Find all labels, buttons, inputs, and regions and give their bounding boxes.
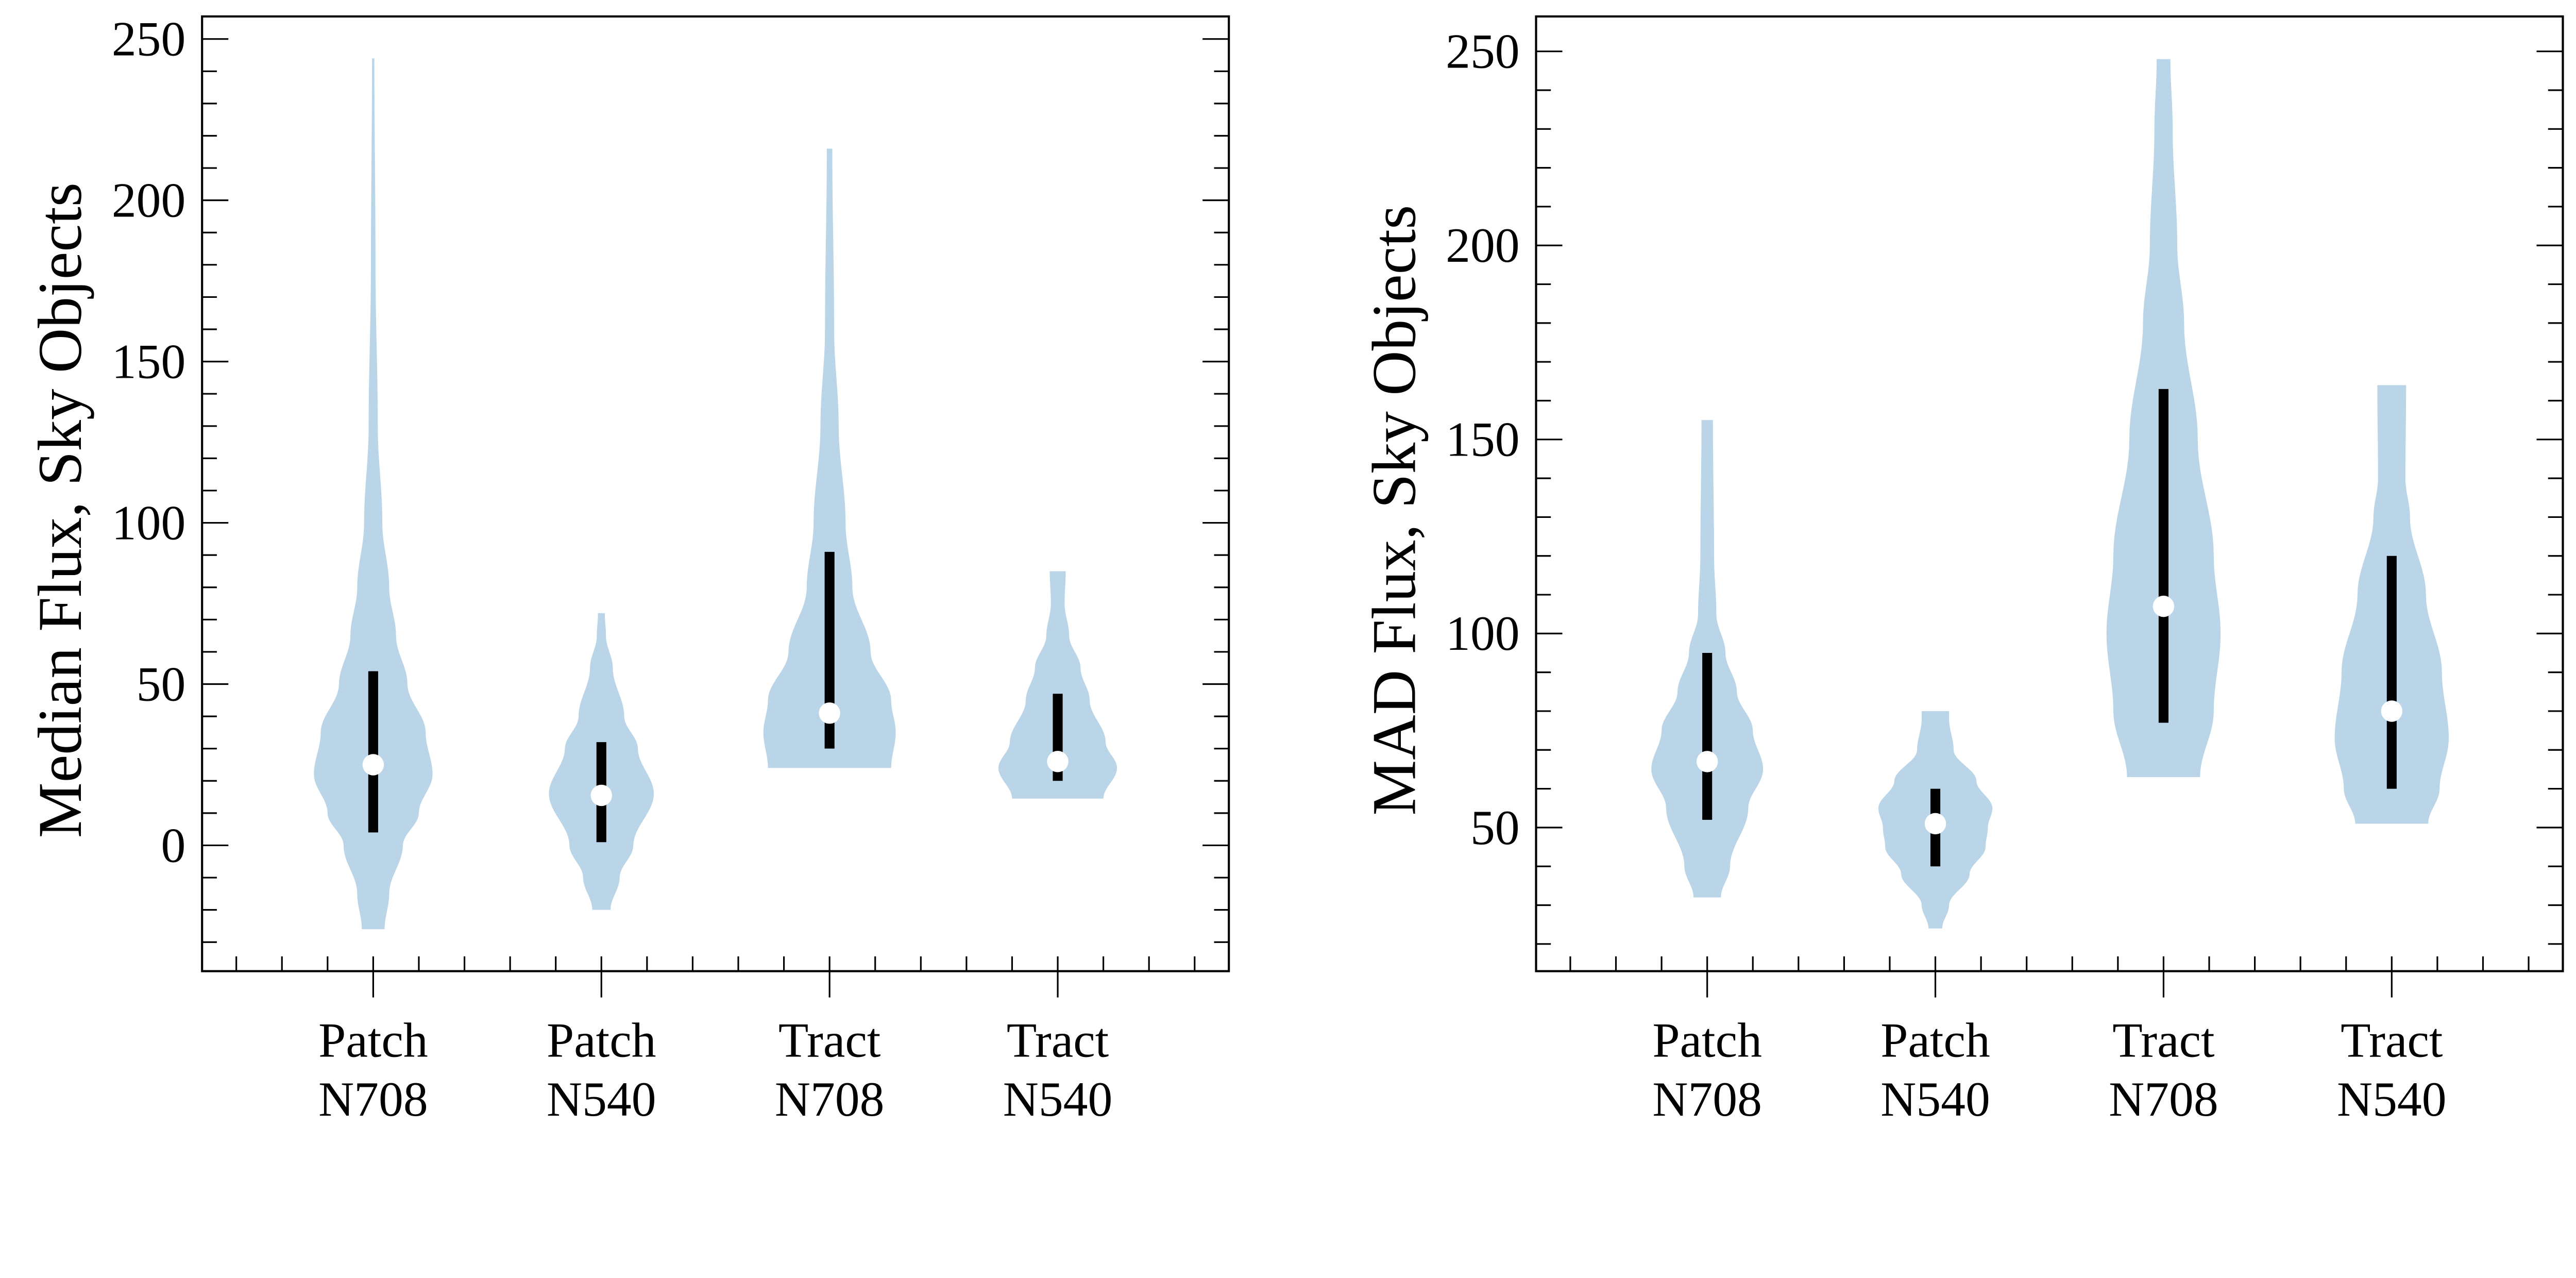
x-tick-label-line2: N540 xyxy=(1880,1072,1990,1126)
x-tick-label-line1: Tract xyxy=(2112,1013,2215,1067)
violin-3 xyxy=(998,571,1117,799)
median-marker-0 xyxy=(362,754,384,776)
figure: 050100150200250PatchN708PatchN540TractN7… xyxy=(26,12,2564,1126)
x-tick-label-line2: N708 xyxy=(318,1072,428,1126)
y-tick-label: 50 xyxy=(137,657,186,711)
median-marker-3 xyxy=(1047,750,1069,772)
axes-frame xyxy=(1535,15,2564,972)
y-tick-label: 250 xyxy=(112,12,185,66)
x-tick-label-line2: N708 xyxy=(2109,1072,2218,1126)
median-marker-2 xyxy=(819,702,840,724)
axes-frame xyxy=(201,15,1230,972)
median-marker-2 xyxy=(2153,595,2175,617)
violin-2 xyxy=(763,148,896,768)
x-tick-label-line2: N540 xyxy=(1003,1072,1113,1126)
median-marker-0 xyxy=(1696,751,1718,772)
y-axis-label: MAD Flux, Sky Objects xyxy=(1360,205,1429,816)
y-tick-label: 100 xyxy=(1446,606,1519,661)
x-tick-label-line2: N708 xyxy=(775,1072,885,1126)
median-marker-3 xyxy=(2381,700,2403,722)
x-tick-label-line1: Tract xyxy=(1007,1013,1109,1067)
x-tick-label-line2: N708 xyxy=(1652,1072,1762,1126)
x-tick-label-line2: N540 xyxy=(2337,1072,2447,1126)
x-tick-label-line2: N540 xyxy=(547,1072,656,1126)
y-tick-label: 50 xyxy=(1470,800,1520,855)
right-chart-mad-flux: 50100150200250PatchN708PatchN540TractN70… xyxy=(1360,15,2564,1126)
y-tick-label: 150 xyxy=(1446,412,1519,467)
x-tick-label-line1: Tract xyxy=(778,1013,881,1067)
y-tick-label: 250 xyxy=(1446,24,1519,79)
x-tick-label-line1: Patch xyxy=(318,1013,428,1067)
x-tick-label-line1: Patch xyxy=(547,1013,656,1067)
y-tick-label: 0 xyxy=(161,818,186,872)
median-marker-1 xyxy=(590,784,613,806)
y-tick-label: 100 xyxy=(112,495,185,550)
y-axis-label: Median Flux, Sky Objects xyxy=(26,182,95,838)
left-chart-median-flux: 050100150200250PatchN708PatchN540TractN7… xyxy=(26,12,1230,1126)
x-tick-label-line1: Patch xyxy=(1880,1013,1990,1067)
y-tick-label: 150 xyxy=(112,334,185,389)
y-tick-label: 200 xyxy=(112,173,185,228)
violin-0 xyxy=(314,58,433,930)
x-tick-label-line1: Patch xyxy=(1652,1013,1762,1067)
y-tick-label: 200 xyxy=(1446,218,1519,273)
x-tick-label-line1: Tract xyxy=(2341,1013,2443,1067)
median-marker-1 xyxy=(1924,813,1946,835)
